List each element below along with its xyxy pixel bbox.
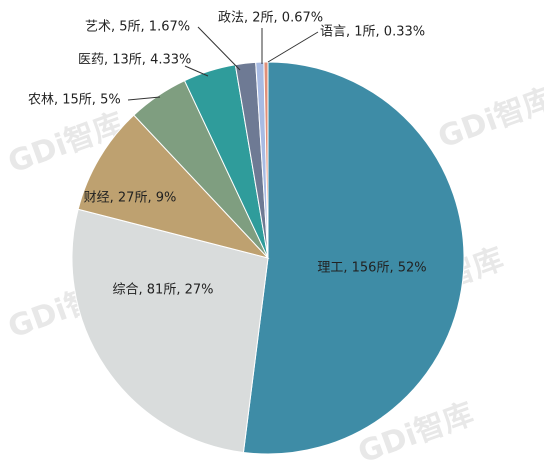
data-label: 农林, 15所, 5%: [28, 93, 121, 108]
data-label: 政法, 2所, 0.67%: [218, 11, 323, 26]
pie-slice: [263, 61, 269, 259]
leader-line: [267, 31, 319, 63]
leader-line: [127, 96, 161, 101]
leader-line: [184, 65, 209, 77]
data-label: 财经, 27所, 9%: [84, 191, 177, 206]
watermark: GDi智库: [434, 82, 544, 156]
pie-slice: [242, 61, 465, 455]
data-label: 医药, 13所, 4.33%: [78, 53, 191, 68]
data-label: 语言, 1所, 0.33%: [320, 25, 425, 40]
data-label: 综合, 81所, 27%: [113, 283, 214, 298]
leader-line: [197, 26, 241, 71]
data-label: 理工, 156所, 52%: [317, 261, 426, 276]
data-label: 艺术, 5所, 1.67%: [85, 20, 190, 35]
pie-slice: [71, 208, 269, 454]
pie-slice: [77, 114, 270, 259]
